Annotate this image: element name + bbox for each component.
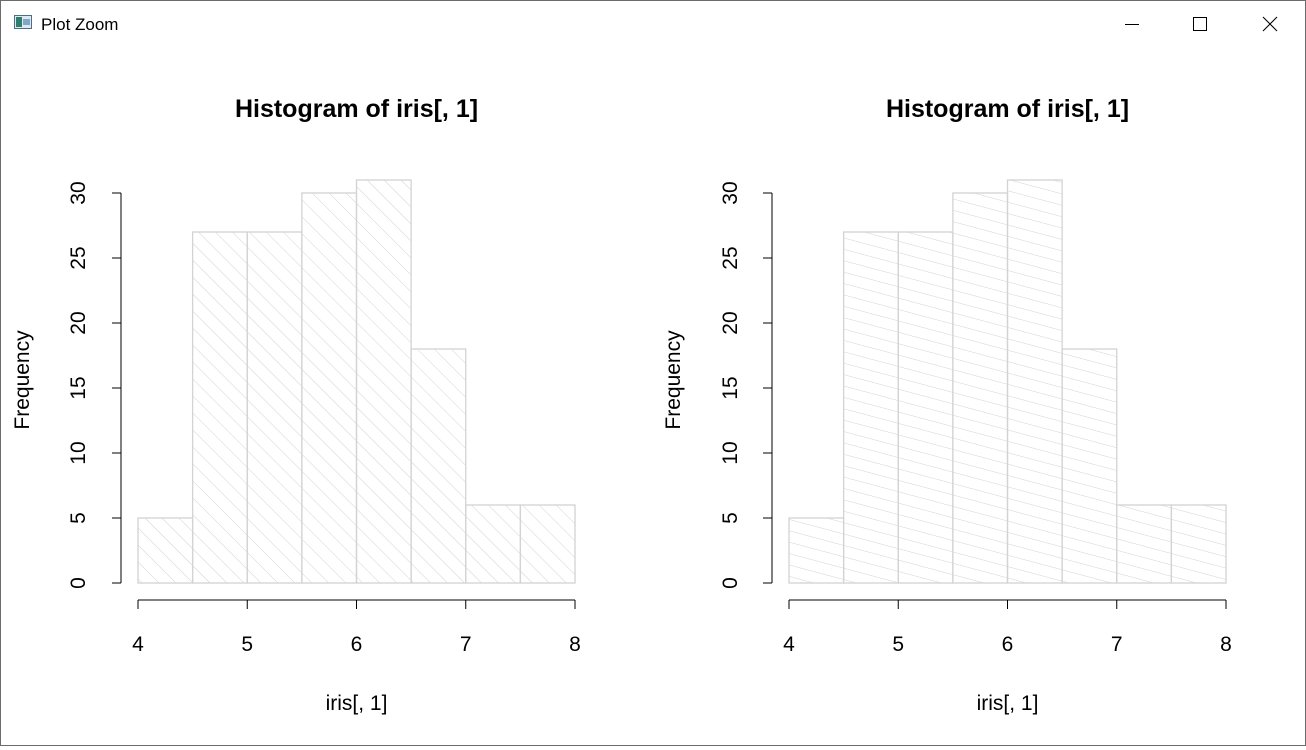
plot-area: Histogram of iris[, 1] 4 5 6 7 8 iris[, 1] 0 5 10… [1, 47, 1305, 745]
histogram-bar [788, 517, 845, 584]
histogram-bar [410, 348, 467, 584]
x-tick-label: 5 [241, 633, 253, 656]
close-icon [1262, 16, 1278, 32]
x-tick-label: 8 [569, 633, 581, 656]
histogram-bar [952, 192, 1009, 584]
y-tick-label: 30 [719, 181, 742, 204]
y-tick-label: 15 [67, 376, 90, 399]
histogram-bar [465, 504, 522, 584]
minimize-button[interactable] [1098, 1, 1166, 47]
y-axis-label: Frequency [662, 330, 685, 430]
chart-title: Histogram of iris[, 1] [886, 95, 1129, 123]
y-tick-label: 20 [719, 311, 742, 334]
window-title: Plot Zoom [41, 15, 119, 34]
close-button[interactable] [1236, 1, 1304, 47]
y-axis-label: Frequency [11, 330, 34, 430]
x-tick-label: 5 [892, 633, 904, 656]
title-bar[interactable]: Plot Zoom [1, 1, 1305, 47]
minimize-icon [1125, 24, 1139, 25]
y-tick-label: 25 [719, 246, 742, 269]
x-tick-label: 6 [1002, 633, 1014, 656]
x-tick-label: 4 [783, 633, 795, 656]
histogram-bar [1170, 504, 1227, 584]
histogram-bar [1116, 504, 1173, 584]
maximize-button[interactable] [1166, 1, 1234, 47]
y-tick-label: 20 [67, 311, 90, 334]
histogram-bar [842, 231, 899, 584]
x-tick-label: 6 [351, 633, 363, 656]
y-tick-label: 0 [67, 577, 90, 589]
histogram-bar [137, 517, 194, 584]
histogram-bar [191, 231, 248, 584]
x-tick-label: 8 [1220, 633, 1232, 656]
y-tick-label: 10 [67, 441, 90, 464]
histogram-bar [897, 231, 954, 584]
histogram-bar [246, 231, 303, 584]
histogram-bar [1006, 179, 1063, 584]
x-axis-label: iris[, 1] [326, 692, 388, 715]
histogram-bar [355, 179, 412, 584]
y-tick-label: 10 [719, 441, 742, 464]
x-axis-label: iris[, 1] [977, 692, 1039, 715]
plot-zoom-app-icon [14, 15, 32, 29]
x-tick-label: 7 [460, 633, 472, 656]
histogram-bar [1061, 348, 1118, 584]
y-tick-label: 25 [67, 246, 90, 269]
histogram-bar [519, 504, 576, 584]
histogram-plots: Histogram of iris[, 1] 4 5 6 7 8 iris[, 1] 0 5 10… [11, 95, 1232, 715]
y-tick-label: 5 [719, 512, 742, 524]
y-tick-label: 0 [719, 577, 742, 589]
chart-title: Histogram of iris[, 1] [235, 95, 478, 123]
histogram-panel-2: Histogram of iris[, 1] 4 5 6 7 8 iris[, 1] 0 5 10… [662, 95, 1232, 715]
y-tick-label: 5 [67, 512, 90, 524]
maximize-icon [1193, 17, 1207, 31]
x-tick-label: 7 [1111, 633, 1123, 656]
y-tick-label: 30 [67, 181, 90, 204]
histogram-bar [301, 192, 358, 584]
histogram-panel-1: Histogram of iris[, 1] 4 5 6 7 8 iris[, 1] 0 5 10… [11, 95, 581, 715]
y-tick-label: 15 [719, 376, 742, 399]
x-tick-label: 4 [132, 633, 144, 656]
